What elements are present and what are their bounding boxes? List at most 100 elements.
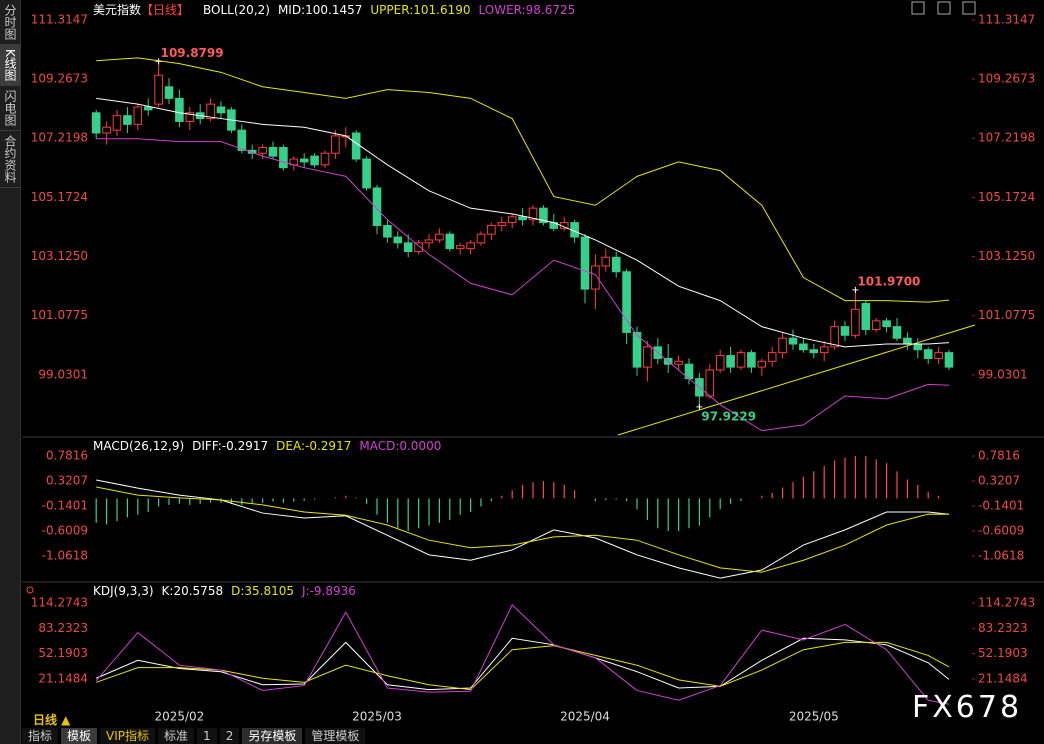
candle-body [788,337,798,345]
candle-body [601,256,611,267]
y-tick-label: 101.0775 [978,308,1035,322]
tab[interactable]: 标准 [158,728,195,744]
legend-entry: LOWER:98.6725 [479,3,576,17]
annotation-marker [852,286,859,293]
candle-body [840,326,850,336]
panel-title: 美元指数 [93,2,141,17]
sidebar-tab[interactable]: K线图 [0,45,20,86]
y-tick-label: 99.0301 [38,367,88,381]
window-button[interactable] [911,1,925,15]
y-tick-label: 105.1724 [31,190,88,204]
candle-body [632,331,642,368]
y-tick-label: 109.2673 [978,72,1035,86]
candle-body [736,352,746,368]
y-tick-label: 0.3207 [978,474,1020,488]
period-label: 【日线】 [141,3,189,17]
panel-header: 美元指数【日线】 BOLL(20,2) MID:100.1457 UPPER:101.… [93,2,575,17]
candle-body [247,149,257,154]
window-button[interactable] [937,1,951,15]
y-tick-label: -1.0618 [978,549,1024,563]
tab[interactable]: VIP指标 [100,728,156,744]
y-tick-label: 109.2673 [31,72,88,86]
legend-entry: K:20.5758 [162,584,224,598]
settings-icon[interactable] [26,586,34,594]
y-tick-label: -0.6009 [978,524,1024,538]
candle-body [819,346,829,354]
y-tick-label: 0.3207 [46,474,88,488]
legend-entry: DIFF:-0.2917 [192,439,268,453]
candle-body [715,355,725,371]
candle-body [185,112,195,122]
x-tick-label: 2025/05 [789,710,839,724]
candle-body [351,132,361,160]
y-tick-label: 21.1484 [978,671,1028,685]
candle-body [268,146,278,157]
panel-title: MACD(26,12,9) [93,439,184,453]
indicator-line [96,57,950,303]
y-tick-label: 83.2323 [978,621,1028,635]
candle-body [861,303,871,331]
panel-title: KDJ(9,3,3) [93,584,154,598]
y-tick-label: 114.2743 [978,596,1035,610]
candle-body [934,352,943,359]
y-tick-label: 52.1903 [978,646,1028,660]
indicator-line [96,138,950,432]
candle-body [539,207,548,224]
y-tick-label: 0.7816 [978,449,1020,463]
legend-entry: MACD:0.0000 [359,439,441,453]
tab[interactable]: 指标 [22,728,59,744]
candle-body [393,236,403,244]
candle-body [112,115,122,131]
candle-body [851,308,860,336]
tab[interactable]: 另存模板 [242,728,303,744]
y-tick-label: -0.6009 [42,524,88,538]
candle-body [414,242,423,252]
candle-body [507,216,517,224]
candle-body [611,256,621,273]
candle-body [331,135,340,154]
tab[interactable]: 模板 [61,728,98,744]
sidebar-tab[interactable]: 闪电图 [0,86,20,131]
candle-body [622,271,631,333]
legend-entry: MID:100.1457 [278,3,362,17]
window-button[interactable] [962,1,976,15]
sidebar-tab[interactable]: 合约资料 [0,131,20,188]
indicator-line [96,97,950,348]
candle-body [237,129,247,151]
candle-body [487,224,496,235]
period-button[interactable]: 日线 ▲ [33,713,71,727]
candle-body [175,97,184,122]
tab[interactable]: 管理模板 [305,728,366,744]
indicator-line [96,486,950,573]
candle-body [903,337,912,345]
candle-body [923,349,933,359]
candle-body [528,207,538,221]
tab[interactable]: 2 [219,728,240,744]
candle-body [757,360,767,368]
candle-body [206,103,215,120]
x-tick-label: 2025/02 [154,710,204,724]
candle-body [123,115,132,125]
candle-body [882,320,891,328]
tab[interactable]: 1 [197,728,217,744]
legend-entry: DEA:-0.2917 [276,439,351,453]
y-tick-label: 99.0301 [978,367,1028,381]
y-tick-label: 103.1250 [978,249,1035,263]
y-tick-label: 105.1724 [978,190,1035,204]
candle-body [372,187,382,226]
y-tick-label: 107.2198 [978,131,1035,145]
candle-body [705,369,715,397]
candle-body [892,326,902,339]
annotation-marker [155,58,162,65]
candle-body [830,326,839,348]
x-tick-label: 2025/03 [352,710,402,724]
sidebar-tab[interactable]: 分时图 [0,0,20,45]
candle-body [143,106,153,111]
annotation-label: 97.9229 [701,409,756,423]
indicator-label: BOLL(20,2) [203,3,270,17]
candle-body [445,233,455,250]
y-tick-label: -0.1401 [42,499,88,513]
legend-entry: J:-9.8936 [301,584,356,598]
candle-body [133,106,143,125]
x-tick-label: 2025/04 [560,710,610,724]
